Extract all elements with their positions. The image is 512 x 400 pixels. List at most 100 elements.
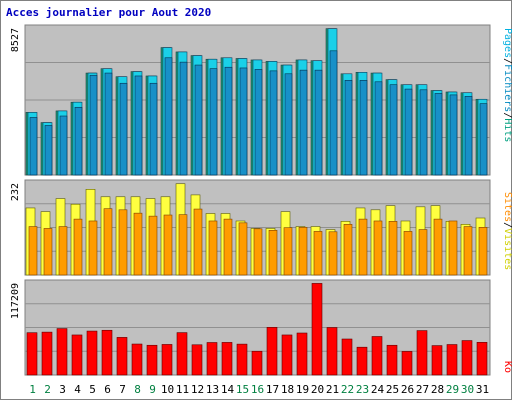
x-day-label: 1 xyxy=(29,383,36,396)
legend-sep-1: / xyxy=(502,58,512,64)
bar-pages xyxy=(254,69,263,176)
bar-ko xyxy=(251,350,263,376)
bar-sites xyxy=(118,209,128,276)
bar-pages xyxy=(89,74,98,176)
bar-ko xyxy=(371,336,383,376)
bar-pages xyxy=(149,82,158,176)
bar-ko xyxy=(221,342,233,376)
x-day-label: 16 xyxy=(251,383,264,396)
bar-pages xyxy=(194,64,203,176)
x-day-label: 6 xyxy=(104,383,111,396)
bar-pages xyxy=(434,93,443,176)
x-day-label: 4 xyxy=(74,383,81,396)
bar-ko xyxy=(146,344,158,376)
bar-sites xyxy=(433,218,443,276)
x-day-label: 26 xyxy=(401,383,414,396)
x-day-label: 5 xyxy=(89,383,96,396)
legend-fichiers: Fichiers xyxy=(502,64,512,112)
bar-sites xyxy=(283,227,293,276)
x-day-label: 8 xyxy=(134,383,141,396)
bar-sites xyxy=(223,218,233,276)
bar-pages xyxy=(269,70,278,176)
bar-pages xyxy=(164,57,173,176)
bar-sites xyxy=(208,220,218,276)
bar-ko xyxy=(26,332,38,376)
legend-sep-2: / xyxy=(502,112,512,118)
bar-pages xyxy=(464,96,473,176)
bar-sites xyxy=(328,231,338,276)
y-max-pages: 8527 xyxy=(10,28,21,52)
legend-sep-3: / xyxy=(502,222,512,228)
x-axis-day-labels: 1 2 3 4 5 6 7 8 9 10 11 12 13 14 15 16 17 18 19 20 21 22 23 24 2… xyxy=(29,383,489,396)
bar-ko xyxy=(131,343,143,376)
x-day-label: 17 xyxy=(266,383,279,396)
x-day-label: 19 xyxy=(296,383,309,396)
bar-ko xyxy=(161,344,173,376)
x-day-label: 31 xyxy=(476,383,489,396)
legend-sites-visits: Sites/Visites xyxy=(502,192,512,270)
x-day-label: 18 xyxy=(281,383,294,396)
bar-sites xyxy=(298,227,308,276)
bar-ko xyxy=(296,332,308,376)
bar-pages xyxy=(119,82,128,176)
x-day-label: 13 xyxy=(206,383,219,396)
bar-pages xyxy=(389,84,398,176)
bar-ko xyxy=(116,337,128,376)
legend-ko-label: Ko xyxy=(502,361,512,373)
legend-visites: Visites xyxy=(502,228,512,270)
bar-sites xyxy=(478,227,488,276)
bar-ko xyxy=(401,351,413,376)
bar-ko xyxy=(236,343,248,376)
bar-pages xyxy=(419,89,428,176)
x-day-label: 12 xyxy=(191,383,204,396)
bar-ko xyxy=(386,344,398,376)
bar-pages xyxy=(374,81,383,176)
bar-pages xyxy=(74,106,83,176)
bar-pages xyxy=(44,125,53,176)
bar-pages xyxy=(284,73,293,176)
bar-sites xyxy=(403,231,413,276)
bar-sites xyxy=(58,226,68,276)
legend-pages: Pages xyxy=(502,28,512,58)
bar-sites xyxy=(448,220,458,276)
bar-sites xyxy=(463,226,473,276)
x-day-label: 10 xyxy=(161,383,174,396)
bar-sites xyxy=(133,212,143,276)
bar-sites xyxy=(28,226,38,276)
bar-pages xyxy=(404,88,413,176)
x-day-label: 25 xyxy=(386,383,399,396)
bar-ko xyxy=(341,338,353,376)
bar-ko xyxy=(356,346,368,376)
bar-sites xyxy=(193,208,203,276)
bar-pages xyxy=(224,66,233,176)
bar-sites xyxy=(148,215,158,276)
bar-ko xyxy=(461,340,473,376)
bar-ko xyxy=(86,330,98,376)
bar-pages xyxy=(209,68,218,176)
bar-ko xyxy=(101,329,113,376)
bar-ko xyxy=(206,342,218,376)
bar-ko xyxy=(266,327,278,376)
legend-pages-files-hits: Pages/Fichiers/Hits xyxy=(502,28,512,142)
bar-sites xyxy=(343,224,353,276)
bar-pages xyxy=(299,69,308,176)
bar-pages xyxy=(134,75,143,176)
bar-ko xyxy=(416,330,428,376)
bar-sites xyxy=(253,228,263,276)
bar-pages xyxy=(59,115,68,176)
x-day-label: 29 xyxy=(446,383,459,396)
bar-ko xyxy=(56,328,68,376)
x-day-label: 27 xyxy=(416,383,429,396)
x-day-label: 7 xyxy=(119,383,126,396)
y-max-visits: 232 xyxy=(10,183,21,201)
x-day-label: 2 xyxy=(44,383,51,396)
bar-sites xyxy=(103,208,113,276)
x-day-label: 30 xyxy=(461,383,474,396)
x-day-label: 28 xyxy=(431,383,444,396)
bar-sites xyxy=(268,229,278,276)
legend-ko: Ko xyxy=(502,361,512,373)
bar-ko xyxy=(281,334,293,376)
bar-ko xyxy=(176,332,188,376)
bar-pages xyxy=(104,72,113,176)
